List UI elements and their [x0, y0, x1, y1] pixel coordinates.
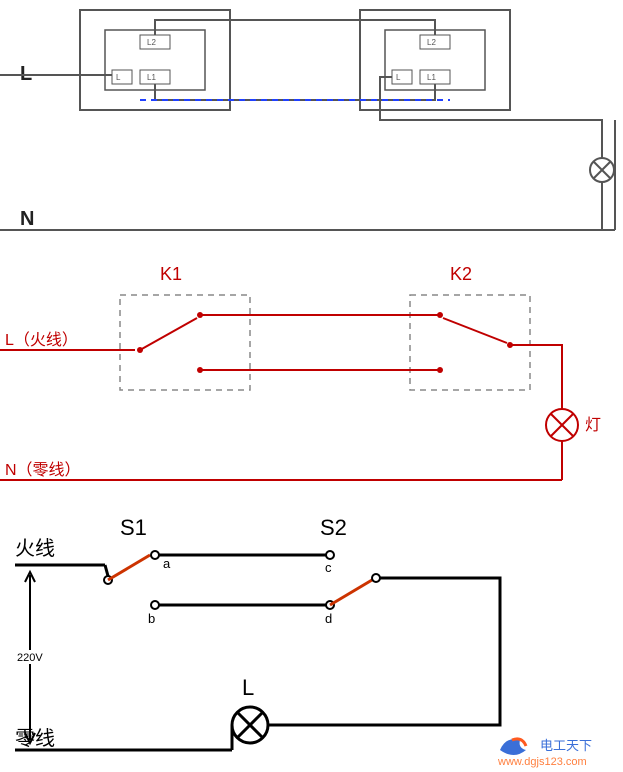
- diagram-schematic-red: K1 K2 L（火线） 灯 N（零线）: [0, 250, 620, 500]
- label-N: N: [20, 208, 34, 230]
- label-S2: S2: [320, 515, 347, 540]
- label-K1: K1: [160, 264, 182, 284]
- term-L2-1: L2: [147, 38, 156, 47]
- watermark-url: www.dgjs123.com: [497, 756, 587, 768]
- label-neutral: 零线: [15, 727, 55, 750]
- label-K2: K2: [450, 264, 472, 284]
- term-L1-1: L1: [147, 73, 156, 82]
- diagram-schematic-black: S1 S2 火线 零线 a b c d L 220V 电工天下 www.dgjs…: [0, 500, 620, 770]
- label-L-live: L（火线）: [5, 331, 78, 349]
- label-d: d: [325, 611, 332, 626]
- panel-bg: [0, 0, 620, 250]
- label-lamp: 灯: [585, 416, 601, 434]
- label-b: b: [148, 611, 155, 626]
- label-L-lamp: L: [242, 675, 254, 700]
- label-c: c: [325, 560, 332, 575]
- term-L-2: L: [396, 73, 401, 82]
- term-L1-2: L1: [427, 73, 436, 82]
- label-N-neutral: N（零线）: [5, 461, 81, 479]
- label-220v: 220V: [17, 652, 43, 664]
- term-L2-2: L2: [427, 38, 436, 47]
- diagram-physical-wiring: L N L2 L L1 L2 L L1: [0, 0, 620, 250]
- label-a: a: [163, 556, 171, 571]
- term-L-1: L: [116, 73, 121, 82]
- watermark-brand: 电工天下: [540, 738, 592, 753]
- label-S1: S1: [120, 515, 147, 540]
- label-live: 火线: [15, 537, 55, 560]
